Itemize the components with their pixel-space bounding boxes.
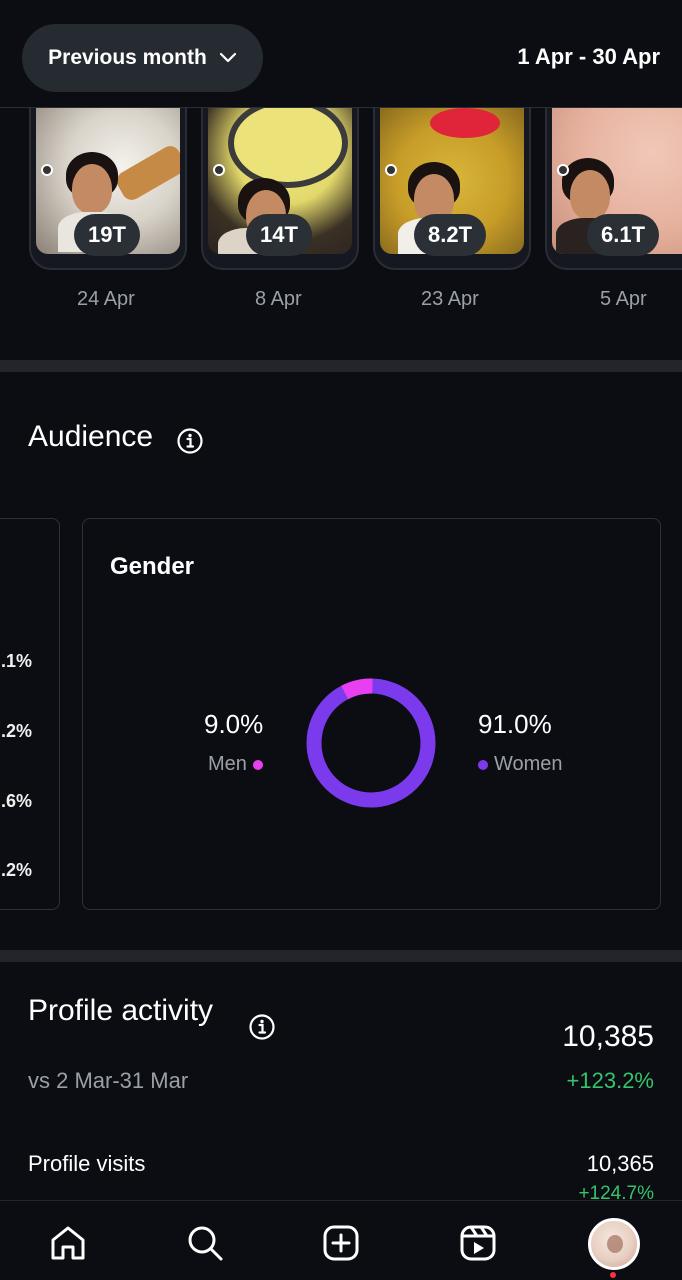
profile-visits-change: +124.7% [578, 1183, 654, 1204]
audience-title: Audience [28, 420, 154, 453]
women-label: Women [494, 753, 563, 775]
header: Previous month 1 Apr - 30 Apr [0, 0, 682, 108]
views-badge: 19T [74, 214, 140, 256]
bottom-nav [0, 1200, 682, 1280]
content-date: 24 Apr [77, 288, 135, 310]
age-range-card: .1% .2% .6% .2% [0, 518, 60, 910]
women-percent: 91.0% [478, 709, 552, 739]
nav-reels[interactable] [456, 1221, 500, 1265]
period-label: Previous month [48, 46, 207, 69]
men-legend-dot [252, 759, 263, 770]
content-thumbnail-1[interactable] [29, 108, 187, 270]
reels-icon [460, 1225, 496, 1261]
avatar-image [607, 1235, 623, 1253]
info-icon[interactable] [248, 1013, 276, 1041]
age-percent: .2% [1, 721, 33, 741]
top-content-strip: 19T 24 Apr 14T 8 Apr 8.2T 23 Apr 6.1 [0, 108, 682, 360]
women-legend-dot [478, 759, 488, 770]
content-thumbnail-4[interactable] [545, 108, 682, 270]
age-percent: .1% [1, 651, 33, 671]
women-arc [306, 678, 436, 808]
chevron-down-icon [219, 52, 236, 63]
media-indicator-icon [557, 164, 569, 176]
thumbnail-image [552, 108, 682, 254]
content-date: 23 Apr [421, 288, 479, 310]
media-indicator-icon [213, 164, 225, 176]
profile-activity-change: +123.2% [566, 1068, 654, 1093]
media-indicator-icon [41, 164, 53, 176]
nav-create[interactable] [319, 1221, 363, 1265]
age-percent: .2% [1, 860, 33, 880]
content-date: 8 Apr [255, 288, 302, 310]
gender-card: Gender 9.0% Men 91.0% Women [82, 518, 661, 910]
views-badge: 8.2T [414, 214, 487, 256]
comparison-period: vs 2 Mar-31 Mar [28, 1068, 189, 1093]
nav-home[interactable] [46, 1221, 90, 1265]
info-icon[interactable] [176, 427, 204, 455]
search-icon [188, 1226, 223, 1261]
views-badge: 6.1T [587, 214, 660, 256]
profile-avatar[interactable] [588, 1218, 640, 1270]
section-divider [0, 360, 682, 372]
period-dropdown[interactable]: Previous month [22, 24, 263, 92]
content-date: 5 Apr [600, 288, 647, 310]
profile-activity-title: Profile activity [28, 994, 214, 1027]
gender-donut-chart [306, 678, 436, 808]
men-percent: 9.0% [204, 709, 264, 739]
women-legend: Women [478, 753, 563, 776]
men-legend: Men [208, 753, 263, 776]
create-icon [323, 1225, 359, 1261]
profile-visits-value: 10,365 [586, 1151, 654, 1176]
notification-dot [610, 1272, 616, 1278]
date-range: 1 Apr - 30 Apr [517, 44, 660, 69]
gender-title: Gender [110, 553, 195, 580]
views-badge: 14T [246, 214, 312, 256]
profile-visits-label: Profile visits [28, 1151, 146, 1176]
section-divider [0, 950, 682, 962]
men-arc [306, 678, 436, 808]
thumbnail-image [36, 108, 180, 254]
media-indicator-icon [385, 164, 397, 176]
age-percent: .6% [1, 791, 33, 811]
men-label: Men [208, 753, 247, 775]
nav-search[interactable] [183, 1221, 227, 1265]
home-icon [51, 1226, 85, 1260]
profile-activity-total: 10,385 [562, 1020, 654, 1053]
